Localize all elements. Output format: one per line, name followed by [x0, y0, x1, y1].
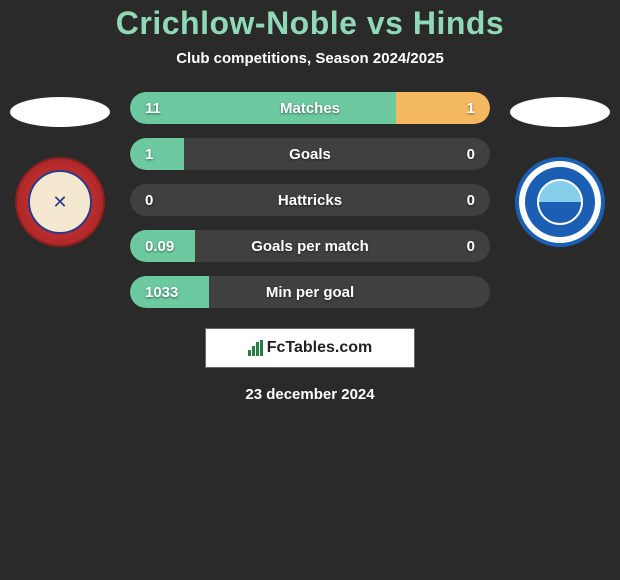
- stat-label: Goals per match: [190, 238, 430, 255]
- brand-box[interactable]: FcTables.com: [205, 328, 415, 368]
- hammers-icon: ✕: [52, 192, 67, 213]
- stat-value-left: 0: [130, 192, 190, 209]
- stats-table: 11Matches11Goals00Hattricks00.09Goals pe…: [130, 92, 490, 308]
- stat-row: 1033Min per goal: [130, 276, 490, 308]
- stat-value-left: 0.09: [130, 238, 190, 255]
- footer: FcTables.com 23 december 2024: [0, 328, 620, 403]
- stat-value-right: 0: [430, 192, 490, 209]
- stat-value-left: 1033: [130, 284, 190, 301]
- date-text: 23 december 2024: [245, 386, 374, 403]
- stat-label: Goals: [190, 146, 430, 163]
- page-title: Crichlow-Noble vs Hinds: [0, 5, 620, 42]
- stat-row: 0Hattricks0: [130, 184, 490, 216]
- brand-text: FcTables.com: [267, 339, 373, 357]
- stat-value-left: 1: [130, 146, 190, 163]
- bar-chart-icon: [248, 340, 263, 356]
- left-side: ✕: [10, 92, 110, 247]
- stat-label: Matches: [190, 100, 430, 117]
- stat-value-right: 1: [430, 100, 490, 117]
- stat-label: Min per goal: [190, 284, 430, 301]
- stat-label: Hattricks: [190, 192, 430, 209]
- stat-value-left: 11: [130, 100, 190, 117]
- page-subtitle: Club competitions, Season 2024/2025: [0, 50, 620, 67]
- comparison-card: Crichlow-Noble vs Hinds Club competition…: [0, 0, 620, 403]
- right-side: [510, 92, 610, 247]
- player-silhouette-left: [10, 97, 110, 127]
- club-badge-left: ✕: [15, 157, 105, 247]
- stat-row: 1Goals0: [130, 138, 490, 170]
- stat-row: 11Matches1: [130, 92, 490, 124]
- stat-value-right: 0: [430, 146, 490, 163]
- stat-value-right: 0: [430, 238, 490, 255]
- player-silhouette-right: [510, 97, 610, 127]
- shield-icon: [537, 179, 583, 225]
- content-row: ✕ 11Matches11Goals00Hattricks00.09Goals …: [0, 92, 620, 308]
- club-badge-right: [515, 157, 605, 247]
- stat-row: 0.09Goals per match0: [130, 230, 490, 262]
